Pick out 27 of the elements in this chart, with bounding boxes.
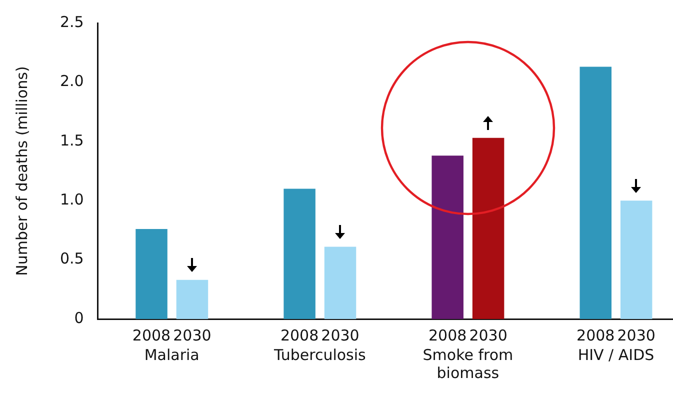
text: 2008 (576, 326, 615, 344)
bar (620, 200, 652, 319)
bar (580, 66, 612, 319)
y-tick-label: 2.0 (60, 72, 84, 90)
text: 2008 (428, 326, 467, 344)
bar (284, 188, 316, 319)
bar (472, 138, 504, 319)
text: 2030 (321, 326, 360, 344)
y-tick-label: 0.5 (60, 250, 84, 268)
series-label: 2030 (617, 326, 656, 344)
text: 2008 (280, 326, 319, 344)
y-tick-label: 1.5 (60, 131, 84, 150)
x-tick-label: Tuberculosis (272, 346, 366, 364)
bar (324, 246, 356, 319)
y-tick-label: 0 (74, 308, 84, 327)
bar (136, 229, 168, 319)
y-tick-label: 2.5 (60, 12, 84, 31)
y-tick-label: 1.0 (60, 190, 84, 208)
text: 2030 (469, 326, 508, 344)
x-tick-label: Malaria (144, 346, 200, 364)
bar (176, 280, 208, 319)
x-tick-label: Smoke from biomass (422, 346, 514, 382)
bar (432, 156, 464, 319)
y-axis-title: Number of deaths (millions) (12, 66, 31, 276)
series-label: 2008 (132, 326, 171, 344)
x-tick-label: HIV / AIDS (578, 346, 654, 364)
text: 2030 (173, 326, 212, 344)
